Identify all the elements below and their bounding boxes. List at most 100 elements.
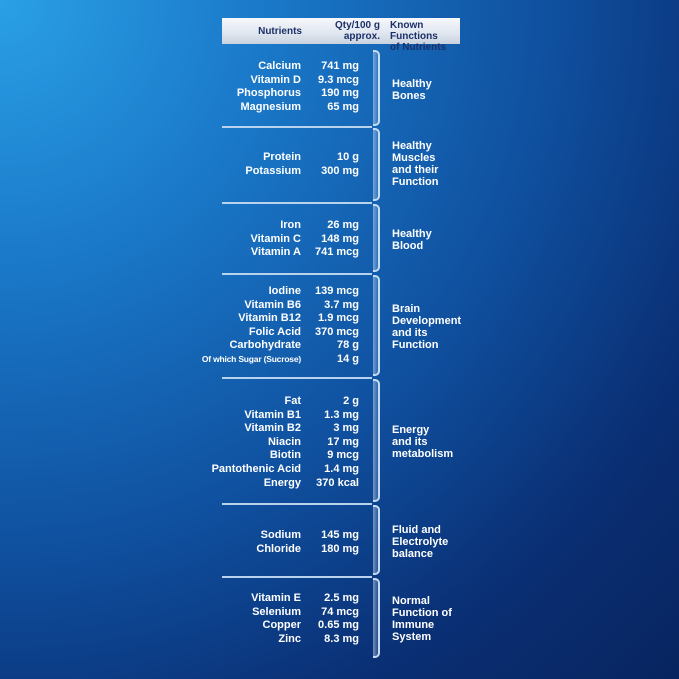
nutrient-row: Energy 370 kcal: [0, 477, 679, 490]
group-bracket: [373, 50, 380, 126]
nutrient-quantity: 14 g: [336, 353, 359, 365]
function-label: Healthy Blood: [392, 228, 432, 252]
nutrient-row: Potassium 300 mg: [0, 165, 679, 178]
nutrient-quantity: 9.3 mcg: [318, 73, 359, 86]
nutrient-quantity: 1.9 mcg: [318, 312, 359, 325]
nutrient-quantity: 78 g: [336, 339, 359, 352]
function-label: Fluid and Electrolyte balance: [392, 524, 449, 560]
nutrient-name: Vitamin B2: [244, 422, 301, 435]
group-bracket: [373, 275, 380, 376]
nutrient-name: Vitamin B6: [244, 298, 301, 311]
nutrient-row: Carbohydrate 78 g: [0, 339, 679, 352]
nutrient-name: Potassium: [245, 164, 301, 177]
nutrient-row: Vitamin B12 1.9 mcg: [0, 312, 679, 325]
header-nutrients: Nutrients: [258, 26, 302, 37]
nutrient-name: Of which Sugar (Sucrose): [201, 354, 301, 364]
nutrient-quantity: 1.4 mg: [324, 463, 359, 475]
nutrient-quantity: 741 mg: [321, 60, 359, 72]
function-label: Healthy Muscles and their Function: [392, 140, 439, 188]
nutrient-row: Biotin 9 mcg: [0, 449, 679, 462]
nutrient-row: Fat 2 g: [0, 395, 679, 408]
nutrient-name: Fat: [284, 395, 302, 407]
nutrient-name: Vitamin E: [251, 592, 301, 604]
nutrient-quantity: 10 g: [336, 151, 359, 163]
group-bracket: [373, 578, 380, 658]
nutrient-row: Pantothenic Acid 1.4 mg: [0, 463, 679, 476]
nutrient-name: Energy: [263, 476, 301, 489]
nutrient-name: Carbohydrate: [229, 339, 301, 352]
nutrient-quantity: 9 mcg: [327, 449, 359, 462]
nutrient-row: Magnesium 65 mg: [0, 101, 679, 114]
nutrient-name: Vitamin A: [250, 246, 301, 259]
nutrient-row: Niacin 17 mg: [0, 436, 679, 449]
nutrient-row: Vitamin E 2.5 mg: [0, 592, 679, 605]
nutrient-quantity: 17 mg: [327, 435, 359, 448]
nutrient-quantity: 370 mcg: [314, 325, 359, 338]
nutrient-row: Vitamin C 148 mg: [0, 233, 679, 246]
nutrient-row: Zinc 8.3 mg: [0, 633, 679, 646]
nutrient-name: Protein: [263, 151, 301, 163]
group-bracket: [373, 379, 380, 502]
nutrient-name: Selenium: [252, 605, 301, 618]
function-label: Brain Development and its Function: [392, 303, 462, 351]
nutrient-quantity: 148 mg: [321, 232, 359, 245]
nutrient-row: Protein 10 g: [0, 151, 679, 164]
group-divider: [222, 503, 372, 505]
nutrient-name: Vitamin D: [250, 73, 301, 86]
group-bracket: [373, 505, 380, 575]
nutrient-name: Copper: [262, 619, 302, 632]
nutrient-quantity: 300 mg: [321, 164, 359, 177]
nutrient-quantity: 3.7 mg: [324, 298, 359, 311]
group-divider: [222, 273, 372, 275]
nutrient-quantity: 190 mg: [321, 87, 359, 100]
nutrient-row: Folic Acid 370 mcg: [0, 326, 679, 339]
nutrient-name: Vitamin C: [250, 232, 301, 245]
nutrient-quantity: 1.3 mg: [324, 408, 359, 421]
nutrient-quantity: 145 mg: [321, 529, 359, 541]
nutrient-row: Copper 0.65 mg: [0, 619, 679, 632]
group-divider: [222, 377, 372, 379]
nutrient-quantity: 139 mcg: [314, 285, 359, 297]
group-bracket: [373, 204, 380, 272]
nutrient-quantity: 741 mcg: [314, 246, 359, 259]
nutrient-row: Calcium 741 mg: [0, 60, 679, 73]
nutrient-name: Pantothenic Acid: [211, 463, 301, 475]
nutrient-row: Iodine 139 mcg: [0, 285, 679, 298]
nutrient-name: Vitamin B12: [238, 312, 301, 325]
nutrient-name: Iodine: [268, 285, 301, 297]
nutrient-name: Phosphorus: [236, 87, 301, 100]
nutrient-quantity: 65 mg: [327, 100, 359, 113]
nutrient-row: Selenium 74 mcg: [0, 606, 679, 619]
nutrient-quantity: 8.3 mg: [324, 632, 359, 645]
nutrient-name: Chloride: [256, 542, 301, 555]
nutrient-quantity: 180 mg: [321, 542, 359, 555]
nutrient-name: Magnesium: [240, 100, 301, 113]
nutrient-quantity: 3 mg: [333, 422, 359, 435]
nutrient-quantity: 2 g: [343, 395, 359, 407]
nutrient-row: Chloride 180 mg: [0, 543, 679, 556]
nutrient-row: Sodium 145 mg: [0, 529, 679, 542]
nutrient-name: Iron: [280, 219, 301, 231]
nutrient-name: Sodium: [260, 529, 301, 541]
nutrient-name: Folic Acid: [248, 325, 301, 338]
table-header: Nutrients Qty/100 g approx. Known Functi…: [222, 18, 460, 53]
nutrient-name: Biotin: [269, 449, 301, 462]
group-divider: [222, 576, 372, 578]
header-quantity: Qty/100 g approx.: [334, 20, 380, 42]
nutrient-row: Of which Sugar (Sucrose) 14 g: [0, 353, 679, 366]
nutrient-name: Vitamin B1: [244, 408, 301, 421]
function-label: Energy and its metabolism: [392, 424, 454, 460]
nutrient-name: Zinc: [278, 632, 301, 645]
nutrient-quantity: 0.65 mg: [318, 619, 359, 632]
nutrient-quantity: 26 mg: [327, 219, 359, 231]
group-divider: [222, 202, 372, 204]
header-functions: Known Functions of Nutrients: [390, 20, 447, 53]
nutrient-row: Phosphorus 190 mg: [0, 87, 679, 100]
nutrient-quantity: 370 kcal: [316, 476, 359, 489]
group-bracket: [373, 128, 380, 201]
nutrient-row: Vitamin B2 3 mg: [0, 422, 679, 435]
function-label: Normal Function of Immune System: [392, 595, 452, 643]
nutrient-row: Vitamin B6 3.7 mg: [0, 299, 679, 312]
group-divider: [222, 126, 372, 128]
function-label: Healthy Bones: [392, 78, 432, 102]
